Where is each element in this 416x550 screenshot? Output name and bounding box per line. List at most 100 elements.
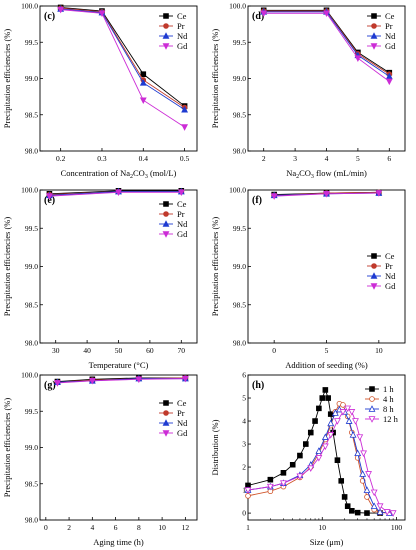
legend-label: Gd bbox=[177, 428, 188, 438]
data-point bbox=[354, 449, 362, 457]
x-tick-label: 6 bbox=[114, 523, 118, 532]
x-axis-label-part: flow (mL/min) bbox=[314, 168, 367, 178]
data-point bbox=[376, 503, 384, 510]
data-point bbox=[354, 509, 361, 516]
y-tick-label: 99.5 bbox=[25, 38, 38, 47]
x-axis-label: Aging time (h) bbox=[93, 537, 144, 547]
y-tick-label: 98.0 bbox=[25, 339, 38, 348]
legend-marker bbox=[163, 23, 169, 29]
y-tick-label: 98.0 bbox=[25, 147, 38, 156]
panel-label: (c) bbox=[44, 11, 55, 22]
legend-label: Ce bbox=[177, 398, 187, 408]
y-tick-label: 4 bbox=[242, 417, 246, 426]
y-tick-label: 98.0 bbox=[233, 147, 246, 156]
data-point bbox=[370, 502, 378, 509]
data-point bbox=[270, 193, 278, 200]
series-Gd bbox=[260, 10, 393, 86]
x-tick-label: 3 bbox=[293, 154, 297, 163]
legend-marker bbox=[371, 23, 377, 29]
legend-marker bbox=[370, 43, 378, 50]
legend-label: Nd bbox=[385, 31, 396, 41]
panel-label: (g) bbox=[44, 380, 56, 391]
data-point bbox=[307, 429, 314, 436]
data-point bbox=[356, 434, 364, 441]
x-tick-label: 60 bbox=[146, 346, 154, 355]
data-point bbox=[181, 375, 189, 383]
series-line bbox=[60, 7, 185, 108]
series-line bbox=[57, 378, 186, 384]
data-point bbox=[331, 409, 339, 416]
data-point bbox=[383, 509, 391, 516]
data-point bbox=[139, 97, 147, 104]
data-point bbox=[341, 494, 348, 500]
legend-label: Ce bbox=[177, 11, 187, 21]
data-point bbox=[385, 78, 393, 86]
x-tick-label: 5 bbox=[356, 154, 360, 163]
data-point bbox=[338, 478, 345, 484]
y-tick-label: 98.5 bbox=[25, 300, 38, 309]
data-point bbox=[327, 411, 334, 417]
legend-label: Pr bbox=[177, 408, 185, 418]
legend-marker bbox=[162, 32, 170, 39]
data-point bbox=[352, 418, 359, 425]
data-point bbox=[340, 402, 346, 408]
data-point bbox=[360, 450, 368, 457]
panel-label: (d) bbox=[252, 11, 264, 22]
data-point bbox=[280, 470, 287, 476]
x-axis-label-sub: 3 bbox=[145, 174, 148, 180]
data-point bbox=[45, 193, 53, 200]
legend-marker bbox=[369, 396, 375, 402]
legend-label: Pr bbox=[385, 21, 393, 31]
data-point bbox=[244, 487, 252, 494]
x-tick-label: 10 bbox=[375, 346, 383, 355]
x-axis-label: Addition of seeding (%) bbox=[285, 360, 368, 370]
legend-label: Gd bbox=[385, 281, 396, 291]
data-point bbox=[315, 447, 323, 454]
data-point bbox=[307, 465, 315, 472]
legend-marker bbox=[163, 13, 169, 19]
data-point bbox=[54, 380, 61, 387]
series-Gd bbox=[45, 189, 185, 200]
data-point bbox=[315, 455, 323, 462]
y-tick-label: 99.5 bbox=[25, 407, 38, 416]
series-12-h bbox=[244, 405, 397, 517]
x-axis-label: Concentration of Na2CO3 (mol/L) bbox=[61, 168, 177, 180]
legend-marker bbox=[162, 231, 170, 238]
x-axis-label: Temperature (°C) bbox=[89, 360, 149, 370]
data-point bbox=[345, 417, 353, 424]
x-tick-label: 5 bbox=[325, 346, 329, 355]
x-tick-label: 30 bbox=[52, 346, 60, 355]
plot-frame bbox=[39, 5, 198, 152]
legend: 1 h4 h8 h12 h bbox=[365, 384, 399, 424]
series-Gd bbox=[54, 375, 189, 387]
data-point bbox=[339, 409, 347, 416]
y-tick-label: 0 bbox=[242, 509, 246, 518]
y-tick-label: 1 bbox=[242, 486, 246, 495]
series-line bbox=[263, 11, 390, 77]
y-tick-label: 100.0 bbox=[229, 2, 246, 11]
y-tick-label: 3 bbox=[242, 440, 246, 449]
legend-marker bbox=[368, 416, 376, 423]
legend-label: 4 h bbox=[383, 394, 394, 404]
x-axis-label-part: Concentration of Na bbox=[61, 168, 131, 178]
data-point bbox=[266, 483, 274, 491]
panel-label: (e) bbox=[44, 195, 55, 206]
data-point bbox=[181, 105, 189, 113]
legend-marker bbox=[163, 201, 169, 207]
data-point bbox=[322, 387, 329, 393]
y-axis-label: Distribution (%) bbox=[210, 419, 220, 475]
legend-label: 8 h bbox=[383, 404, 394, 414]
legend-label: Gd bbox=[177, 229, 188, 239]
y-tick-label: 100.0 bbox=[21, 371, 38, 380]
x-tick-label: 6 bbox=[387, 154, 391, 163]
chart-panel-4: 98.0 98.5 99.0 99.5 100.0 0 2 4 6 8 10 12 Aging time… bbox=[2, 371, 198, 547]
data-point bbox=[349, 431, 357, 438]
y-tick-label: 98.5 bbox=[25, 479, 38, 488]
data-point bbox=[139, 79, 147, 86]
y-tick-label: 99.5 bbox=[25, 224, 38, 233]
chart-panel-3: 98.0 98.5 99.0 99.5 100.0 0 5 10 Addition of see… bbox=[210, 186, 406, 370]
